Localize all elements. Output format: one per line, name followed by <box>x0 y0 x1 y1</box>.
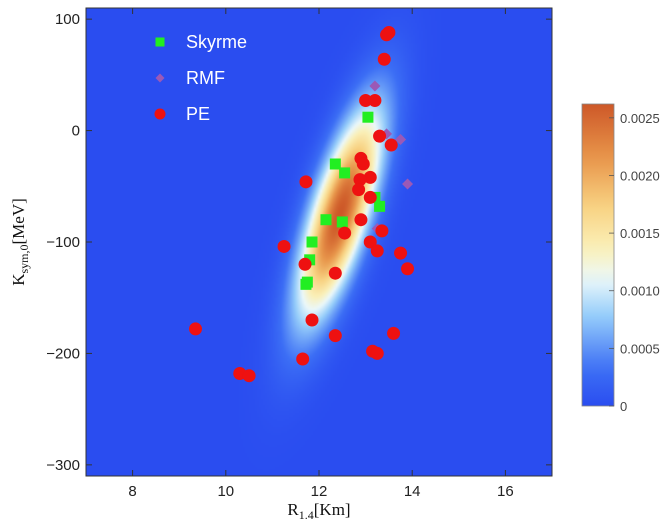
rmf-point <box>395 133 407 145</box>
pe-point <box>296 352 310 366</box>
pe-point <box>363 170 377 184</box>
plot-area: 8 10 12 14 16 100 0 −100 −200 −300 Skyrme RMF PE <box>46 7 553 500</box>
pe-point <box>277 239 291 253</box>
skyrme-point <box>329 158 341 170</box>
y-tick-label: −300 <box>46 457 80 474</box>
colorbar-tick-label: 0.0015 <box>620 226 660 241</box>
y-tick-label: 0 <box>72 123 80 140</box>
rmf-point <box>369 80 381 92</box>
x-tick-label: 16 <box>497 483 514 500</box>
y-axis: 100 0 −100 −200 −300 <box>46 11 552 474</box>
pe-point <box>328 266 342 280</box>
colorbar-tick-label: 0.0005 <box>620 341 660 356</box>
colorbar-ticks: 0 0.0005 0.0010 0.0015 0.0020 0.0025 <box>609 111 660 414</box>
x-axis-title-text: R1.4[Km] <box>287 500 350 522</box>
pe-point <box>353 173 367 187</box>
pe-point <box>298 257 312 271</box>
legend-label-pe: PE <box>186 104 210 124</box>
skyrme-point <box>339 167 351 179</box>
pe-point <box>242 369 256 383</box>
pe-point <box>377 52 391 66</box>
pe-point <box>299 175 313 189</box>
density-heatmap <box>86 8 552 476</box>
pe-point <box>394 246 408 260</box>
skyrme-point <box>374 200 386 212</box>
pe-point <box>363 190 377 204</box>
pe-point <box>368 93 382 107</box>
pe-point <box>387 326 401 340</box>
pe-point <box>375 224 389 238</box>
pe-point <box>363 235 377 249</box>
legend-label-skyrme: Skyrme <box>186 32 247 52</box>
legend-marker-pe <box>154 108 166 120</box>
pe-point <box>380 28 394 42</box>
y-axis-title-text: Ksym,0[MeV] <box>9 198 31 286</box>
legend-item-skyrme: Skyrme <box>155 32 247 52</box>
skyrme-point <box>300 278 312 290</box>
pe-point <box>370 244 384 258</box>
y-tick-label: −200 <box>46 345 80 362</box>
pe-point <box>401 262 415 276</box>
pe-point <box>359 93 373 107</box>
legend-marker-skyrme <box>155 37 165 47</box>
skyrme-point <box>320 214 332 226</box>
pe-point <box>189 322 203 336</box>
x-tick-label: 14 <box>404 483 421 500</box>
y-axis-title: Ksym,0[MeV] <box>9 198 31 286</box>
skyrme-point <box>336 216 348 228</box>
colorbar: 0 0.0005 0.0010 0.0015 0.0020 0.0025 <box>581 103 660 414</box>
legend-item-pe: PE <box>154 104 210 124</box>
pe-point <box>384 138 398 152</box>
pe-point <box>356 157 370 171</box>
y-tick-label: 100 <box>55 11 80 28</box>
legend: Skyrme RMF PE <box>154 32 247 124</box>
colorbar-gradient <box>581 103 615 407</box>
series-pe <box>189 26 415 383</box>
x-tick-label: 8 <box>128 483 136 500</box>
y-tick-label: −100 <box>46 234 80 251</box>
colorbar-tick-label: 0.0025 <box>620 111 660 126</box>
rmf-point <box>402 178 414 190</box>
pe-point <box>305 313 319 327</box>
x-axis-title: R1.4[Km] <box>287 500 350 522</box>
legend-marker-rmf <box>155 73 165 83</box>
x-tick-label: 12 <box>311 483 328 500</box>
skyrme-point <box>362 111 374 123</box>
data-markers <box>189 26 415 383</box>
legend-item-rmf: RMF <box>155 68 225 88</box>
pe-point <box>338 226 352 240</box>
pe-point <box>352 183 366 197</box>
legend-label-rmf: RMF <box>186 68 225 88</box>
pe-point <box>328 329 342 343</box>
pe-point <box>370 346 384 360</box>
colorbar-tick-label: 0.0010 <box>620 284 660 299</box>
x-axis: 8 10 12 14 16 <box>128 8 514 500</box>
x-tick-label: 10 <box>217 483 234 500</box>
skyrme-point <box>306 236 318 248</box>
pe-point <box>373 129 387 143</box>
colorbar-tick-label: 0.0020 <box>620 168 660 183</box>
pe-point <box>354 213 368 227</box>
colorbar-tick-label: 0 <box>620 399 627 414</box>
